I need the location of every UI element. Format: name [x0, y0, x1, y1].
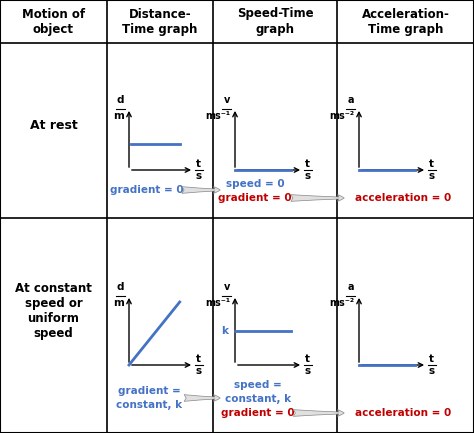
- Text: s: s: [429, 171, 435, 181]
- Text: Acceleration-
Time graph: Acceleration- Time graph: [362, 7, 449, 36]
- Text: m: m: [113, 111, 124, 121]
- Text: At constant
speed or
uniform
speed: At constant speed or uniform speed: [15, 281, 92, 339]
- Text: constant, k: constant, k: [116, 400, 182, 410]
- Text: d: d: [117, 95, 124, 105]
- Text: Distance-
Time graph: Distance- Time graph: [122, 7, 198, 36]
- Text: ms⁻¹: ms⁻¹: [205, 298, 230, 308]
- Text: s: s: [196, 366, 202, 376]
- Text: t: t: [429, 159, 434, 169]
- Text: v: v: [224, 95, 230, 105]
- Text: k: k: [221, 326, 228, 336]
- Text: gradient = 0: gradient = 0: [110, 185, 184, 195]
- Text: t: t: [196, 354, 201, 364]
- Text: t: t: [305, 354, 310, 364]
- Text: constant, k: constant, k: [225, 394, 291, 404]
- Text: At rest: At rest: [29, 119, 77, 132]
- Text: acceleration = 0: acceleration = 0: [355, 408, 451, 418]
- Text: gradient =: gradient =: [118, 386, 181, 396]
- Text: t: t: [429, 354, 434, 364]
- Text: t: t: [196, 159, 201, 169]
- Text: s: s: [429, 366, 435, 376]
- Text: speed =: speed =: [234, 380, 282, 390]
- Text: m: m: [113, 298, 124, 308]
- Text: s: s: [196, 171, 202, 181]
- Text: gradient = 0: gradient = 0: [219, 193, 292, 203]
- Text: ms⁻¹: ms⁻¹: [205, 111, 230, 121]
- Text: Motion of
object: Motion of object: [22, 7, 85, 36]
- Text: t: t: [305, 159, 310, 169]
- Text: d: d: [117, 282, 124, 292]
- Text: s: s: [305, 366, 311, 376]
- Text: acceleration = 0: acceleration = 0: [355, 193, 451, 203]
- Text: gradient = 0: gradient = 0: [221, 408, 294, 418]
- Text: Speed-Time
graph: Speed-Time graph: [237, 7, 313, 36]
- Text: a: a: [347, 95, 354, 105]
- Text: ms⁻²: ms⁻²: [329, 111, 354, 121]
- Text: ms⁻²: ms⁻²: [329, 298, 354, 308]
- Text: speed = 0: speed = 0: [226, 179, 284, 189]
- Text: a: a: [347, 282, 354, 292]
- Text: s: s: [305, 171, 311, 181]
- Text: v: v: [224, 282, 230, 292]
